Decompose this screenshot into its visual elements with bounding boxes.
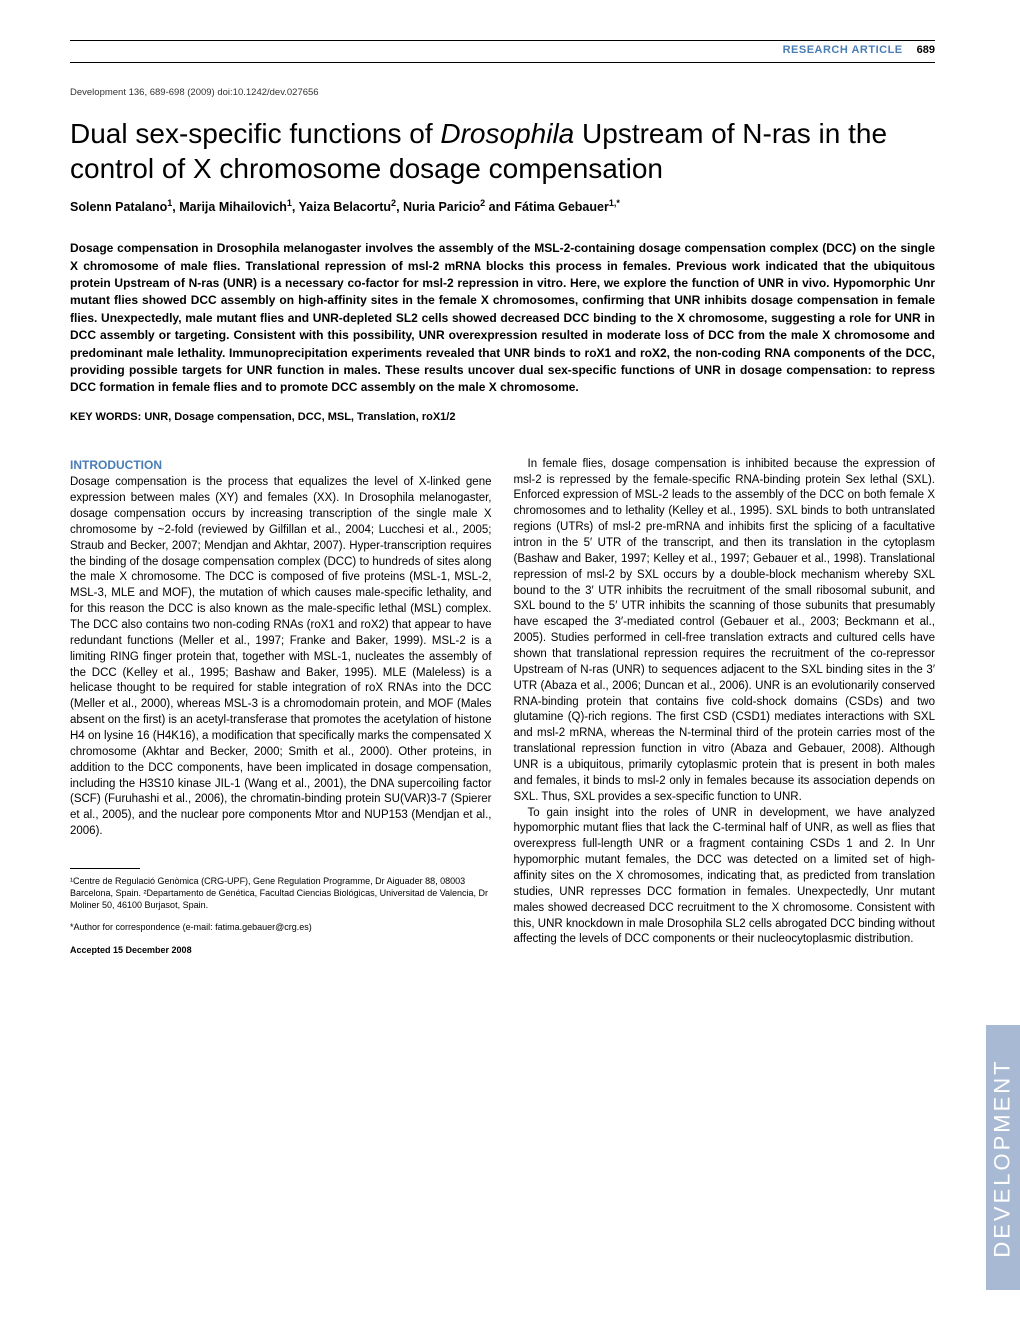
author-1-sup: 1 [167,198,172,208]
left-column: INTRODUCTION Dosage compensation is the … [70,457,492,957]
author-4-sup: 2 [480,198,485,208]
side-tab-label: DEVELOPMENT [990,1058,1016,1257]
author-4: Nuria Paricio [403,200,480,214]
keywords-line: KEY WORDS: UNR, Dosage compensation, DCC… [70,411,935,423]
author-3-sup: 2 [391,198,396,208]
article-type-label: RESEARCH ARTICLE [783,44,903,56]
affiliations: ¹Centre de Regulació Genòmica (CRG-UPF),… [70,875,492,911]
intro-para-1: Dosage compensation is the process that … [70,475,492,840]
right-column: In female flies, dosage compensation is … [514,457,936,957]
citation-line: Development 136, 689-698 (2009) doi:10.1… [70,87,935,98]
page-header: RESEARCH ARTICLE 689 [70,44,935,63]
intro-para-2: In female flies, dosage compensation is … [514,457,936,806]
author-2-sup: 1 [287,198,292,208]
author-1: Solenn Patalano [70,200,167,214]
title-pre: Dual sex-specific functions of [70,118,440,149]
introduction-heading: INTRODUCTION [70,457,492,474]
author-list: Solenn Patalano1, Marija Mihailovich1, Y… [70,198,935,214]
author-5-sup: 1,* [609,198,620,208]
journal-side-tab: DEVELOPMENT [986,1025,1020,1290]
affiliation-rule [70,868,140,869]
title-italic-1: Drosophila [440,118,574,149]
abstract-text: Dosage compensation in Drosophila melano… [70,240,935,397]
intro-para-3: To gain insight into the roles of UNR in… [514,806,936,949]
author-5: Fátima Gebauer [514,200,608,214]
article-title: Dual sex-specific functions of Drosophil… [70,116,935,186]
two-column-body: INTRODUCTION Dosage compensation is the … [70,457,935,957]
author-2: Marija Mihailovich [179,200,287,214]
page-number: 689 [917,44,935,56]
accepted-date: Accepted 15 December 2008 [70,944,492,956]
correspondence: *Author for correspondence (e-mail: fati… [70,921,492,933]
author-3: Yaiza Belacortu [299,200,391,214]
